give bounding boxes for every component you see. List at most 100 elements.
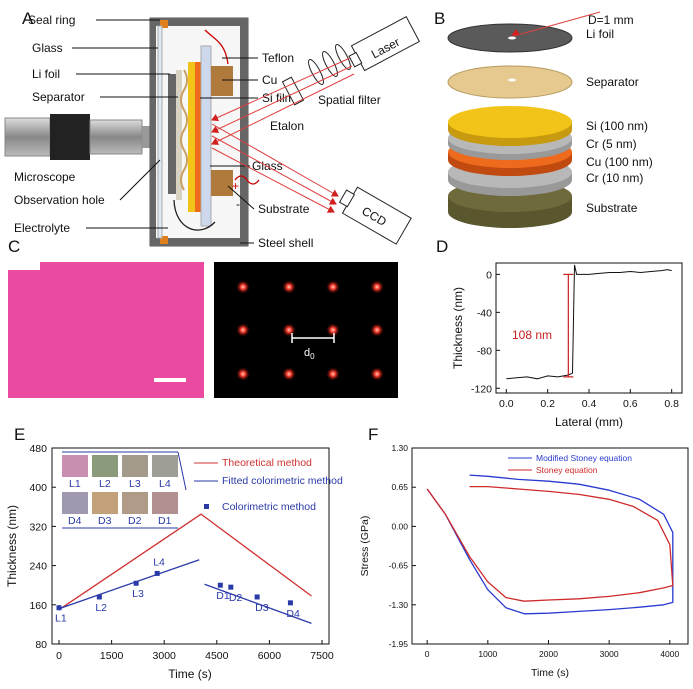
f-xtick-label-3: 3000 — [600, 649, 619, 659]
chart-e-legend: Theoretical method Fitted colorimetric m… — [194, 457, 343, 513]
ccd-icon — [338, 186, 412, 245]
panel-letter-e: E — [14, 425, 25, 444]
laser-beams — [211, 57, 355, 213]
label-diameter: D=1 mm — [588, 13, 634, 27]
chart-d-ticks: 0.0 0.2 0.4 0.6 0.8 0 -40 -80 -120 — [471, 269, 679, 410]
label-substrate: Substrate — [258, 202, 310, 216]
swatch-D3 — [92, 492, 118, 514]
e-series-fitted-delithiation — [204, 583, 312, 625]
f-ytick-label-5: -1.95 — [389, 639, 409, 649]
separator-disk — [447, 65, 573, 99]
f-xtick-label-0: 0 — [425, 649, 430, 659]
e-point-label-L4: L4 — [153, 556, 165, 568]
e-xtick-label-0: 0 — [56, 650, 62, 662]
label-teflon: Teflon — [262, 51, 294, 65]
d-xtick-label-1: 0.2 — [540, 398, 555, 410]
e-point-label-L1: L1 — [55, 613, 67, 625]
laser-icon — [348, 16, 421, 72]
swatch-label-D1: D1 — [158, 515, 172, 527]
swatch-L2 — [92, 455, 118, 477]
f-ytick-label-0: 1.30 — [391, 443, 408, 453]
label-cu-100: Cu (100 nm) — [586, 155, 653, 169]
e-point-D1 — [217, 582, 223, 588]
swatch-label-D2: D2 — [128, 515, 142, 527]
e-series-fitted-lithiation — [58, 559, 200, 610]
e-xtick-label-2: 3000 — [153, 650, 177, 662]
label-b-li-foil: Li foil — [586, 27, 614, 41]
swatch-label-L2: L2 — [99, 478, 111, 490]
panel-letter-a: A — [22, 9, 34, 28]
e-series-theoretical — [58, 513, 312, 611]
chart-e-series — [58, 513, 312, 625]
e-point-L3 — [133, 580, 139, 586]
panel-b: B D=1 mm Li foil Separator Si (100 nm) C… — [434, 9, 653, 228]
e-xtick-label-3: 4500 — [205, 650, 229, 662]
e-point-label-D4: D4 — [286, 608, 300, 620]
micrograph-corner — [8, 262, 40, 270]
legend-label-colorimetric: Colorimetric method — [222, 501, 316, 513]
e-point-label-D2: D2 — [229, 592, 243, 604]
e-xtick-label-1: 1500 — [100, 650, 124, 662]
e-point-label-L2: L2 — [95, 602, 107, 614]
swatch-label-L3: L3 — [129, 478, 141, 490]
diffraction-spot-0 — [236, 280, 250, 294]
label-etalon: Etalon — [270, 119, 304, 133]
panel-letter-f: F — [368, 425, 378, 444]
label-seal-ring: Seal ring — [28, 13, 75, 27]
label-observation-hole: Observation hole — [14, 193, 105, 207]
diffraction-spot-6 — [326, 323, 340, 337]
legend-label-stoney: Stoney equation — [536, 465, 598, 475]
e-ytick-label-3: 320 — [29, 521, 47, 533]
e-point-D2 — [228, 584, 234, 590]
chart-d-profile-line — [506, 264, 672, 380]
diffraction-spot-5 — [282, 323, 296, 337]
swatch-label-L4: L4 — [159, 478, 171, 490]
label-plus: + — [232, 179, 239, 193]
label-glass-top: Glass — [32, 41, 63, 55]
etalon-icon — [281, 76, 305, 106]
panel-f: F 0 1000 2000 3000 4000 1.30 0.65 0.00 -0.65 -1.3… — [359, 425, 689, 679]
d-xtick-label-3: 0.6 — [623, 398, 638, 410]
f-ytick-label-4: -1.30 — [389, 600, 409, 610]
chart-d-ylabel: Thickness (nm) — [451, 287, 465, 369]
chart-e-points — [56, 570, 293, 611]
e-point-label-L3: L3 — [132, 588, 144, 600]
chart-f-legend: Modified Stoney equation Stoney equation — [508, 453, 632, 475]
e-ytick-label-5: 480 — [29, 443, 47, 455]
panel-letter-b: B — [434, 9, 445, 28]
f-xtick-label-4: 4000 — [660, 649, 679, 659]
d-xtick-label-4: 0.8 — [664, 398, 679, 410]
cell-diagram — [149, 17, 260, 247]
label-microscope: Microscope — [14, 170, 76, 184]
d-xtick-label-2: 0.4 — [582, 398, 597, 410]
legend-label-theoretical: Theoretical method — [222, 457, 312, 469]
label-si: Si (100 nm) — [586, 119, 648, 133]
layer-stack — [448, 106, 572, 228]
e-point-D3 — [254, 594, 260, 600]
f-xtick-label-1: 1000 — [478, 649, 497, 659]
e-point-L4 — [154, 570, 160, 576]
e-point-D4 — [287, 600, 293, 606]
panel-letter-d: D — [436, 237, 448, 256]
legend-label-fitted: Fitted colorimetric method — [222, 475, 343, 487]
panel-d: D 0.0 0.2 0.4 0.6 0.8 0 -40 -80 -120 Lateral (mm… — [436, 237, 683, 429]
label-minus: - — [236, 197, 240, 211]
label-separator: Separator — [32, 90, 85, 104]
e-xtick-label-4: 6000 — [258, 650, 282, 662]
diffraction-spot-3 — [370, 280, 384, 294]
diffraction-spot-8 — [236, 367, 250, 381]
hole-marker-icon — [511, 29, 520, 36]
diffraction-spot-11 — [370, 367, 384, 381]
spacing-marker — [291, 333, 335, 343]
f-ytick-label-3: -0.65 — [389, 561, 409, 571]
label-si-film: Si film — [262, 91, 295, 105]
chart-f-xlabel: Time (s) — [531, 667, 569, 679]
chart-e-ylabel: Thickness (nm) — [5, 505, 19, 587]
diffraction-spot-4 — [236, 323, 250, 337]
panel-e: E 0 1500 3000 4500 6000 7500 80 160 240 320 400 480… — [5, 425, 343, 681]
chart-f-series — [426, 474, 674, 615]
chart-d-xlabel: Lateral (mm) — [555, 415, 623, 429]
swatch-label-L1: L1 — [69, 478, 81, 490]
e-point-label-D1: D1 — [216, 590, 230, 602]
